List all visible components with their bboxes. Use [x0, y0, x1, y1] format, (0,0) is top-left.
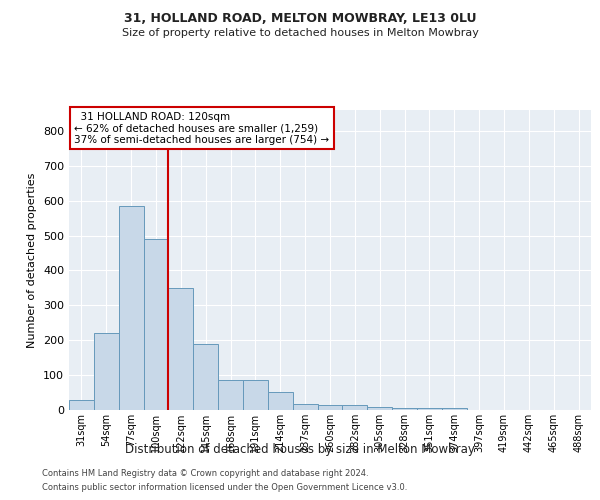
Bar	[243, 380, 268, 410]
Bar	[317, 406, 343, 410]
Text: 31 HOLLAND ROAD: 120sqm
← 62% of detached houses are smaller (1,259)
37% of semi: 31 HOLLAND ROAD: 120sqm ← 62% of detache…	[74, 112, 329, 144]
Bar	[69, 400, 94, 410]
Bar	[293, 404, 317, 410]
Bar	[343, 406, 367, 410]
Bar	[367, 407, 392, 410]
Bar	[417, 408, 442, 410]
Bar	[119, 206, 143, 410]
Bar	[218, 380, 243, 410]
Bar	[94, 334, 119, 410]
Text: Size of property relative to detached houses in Melton Mowbray: Size of property relative to detached ho…	[122, 28, 478, 38]
Y-axis label: Number of detached properties: Number of detached properties	[28, 172, 37, 348]
Bar	[392, 408, 417, 410]
Text: Distribution of detached houses by size in Melton Mowbray: Distribution of detached houses by size …	[125, 442, 475, 456]
Bar	[169, 288, 193, 410]
Bar	[442, 408, 467, 410]
Bar	[143, 239, 169, 410]
Text: 31, HOLLAND ROAD, MELTON MOWBRAY, LE13 0LU: 31, HOLLAND ROAD, MELTON MOWBRAY, LE13 0…	[124, 12, 476, 26]
Text: Contains HM Land Registry data © Crown copyright and database right 2024.: Contains HM Land Registry data © Crown c…	[42, 468, 368, 477]
Bar	[268, 392, 293, 410]
Text: Contains public sector information licensed under the Open Government Licence v3: Contains public sector information licen…	[42, 484, 407, 492]
Bar	[193, 344, 218, 410]
